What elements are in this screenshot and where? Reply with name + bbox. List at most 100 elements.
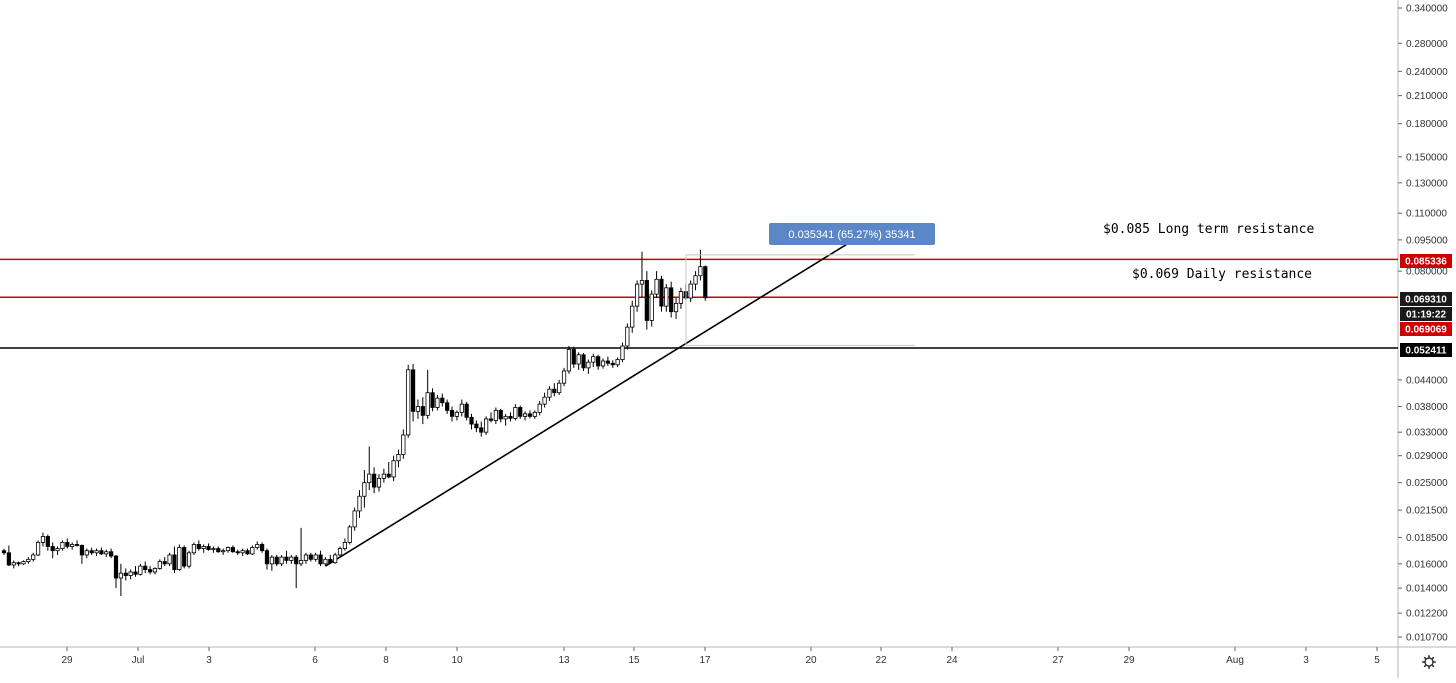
candle-body [600,360,606,367]
candle [65,538,70,549]
price-tag-label: 0.069310 [1405,295,1447,306]
candle-body [206,546,211,551]
gear-tooth [1431,664,1435,668]
candle-body [123,572,128,576]
candle-body [669,287,674,313]
candle [113,554,119,589]
candle-body [113,555,119,579]
candle [342,538,348,551]
candle-body [635,283,640,307]
candle-body [21,561,26,565]
candle-body [89,550,94,554]
y-tick-label: 0.038000 [1406,402,1448,413]
candle-body [596,356,601,367]
candle-body [245,550,250,555]
candle-body [323,558,328,565]
candle-body [182,547,187,567]
candle [591,353,596,368]
candle [610,360,615,368]
candle [279,554,284,567]
candle [143,561,148,574]
candle [532,410,537,419]
x-tick-label: Jul [132,655,145,666]
gear-icon[interactable] [1422,655,1436,669]
trendline-group [324,231,867,567]
candle [26,557,31,564]
candle-body [430,392,435,408]
candle [35,540,41,557]
candle-body [11,562,16,566]
candle [596,354,601,370]
candle [654,271,659,299]
candle [274,554,279,567]
candle-body [605,360,610,364]
candle [537,400,542,416]
candle [693,271,698,291]
candle [298,527,304,567]
candle [552,383,557,397]
candle-body [571,349,576,365]
candle-body [221,550,226,553]
candle [367,446,372,491]
candle [493,407,498,425]
y-tick-label: 0.150000 [1406,152,1448,163]
candle [571,346,576,368]
candle [600,358,606,369]
candle-body [376,477,382,488]
candle-body [566,349,572,372]
candle [410,364,416,422]
candle-body [133,571,138,575]
trendline [324,231,867,567]
gear-ring [1424,657,1434,667]
candle [70,542,75,550]
candle-body [542,396,547,405]
price-tag-box [1400,292,1452,306]
candle-body [688,283,693,299]
candle-body [498,409,503,420]
x-tick-label: 22 [875,655,887,666]
candle [45,534,50,551]
candle [479,421,484,437]
y-tick-label: 0.021500 [1406,506,1448,517]
candle-body [644,280,649,321]
candle [264,548,270,570]
y-tick-label: 0.010700 [1406,633,1448,644]
candle [635,280,640,312]
candle [542,392,547,408]
x-tick-label: 8 [383,655,389,666]
candle-body [474,423,479,429]
candle-body [167,554,172,565]
candle [308,552,313,562]
candle [391,455,396,482]
candle [211,546,216,553]
candle [191,542,197,555]
candle-body [284,556,289,561]
candle [503,413,508,426]
candle [445,399,450,414]
candle-body [659,278,664,307]
candle-body [469,416,474,425]
candle-body [513,407,518,419]
x-tick-label: 24 [946,655,958,666]
candle [527,410,533,419]
x-tick-label: 27 [1052,655,1064,666]
candle-body [157,561,162,569]
price-tag-label: 0.085336 [1405,257,1447,268]
candle-body [40,536,46,543]
candle [196,540,201,551]
candle [449,406,455,422]
candle [376,474,382,492]
candle-body [250,547,255,555]
candle [561,367,567,387]
candle [269,554,274,571]
y-tick-label: 0.110000 [1406,209,1447,220]
candle [522,411,528,421]
candle-body [274,556,279,565]
candle [425,369,430,419]
candle-body [620,345,625,360]
candle [498,408,503,423]
candle [235,549,240,555]
